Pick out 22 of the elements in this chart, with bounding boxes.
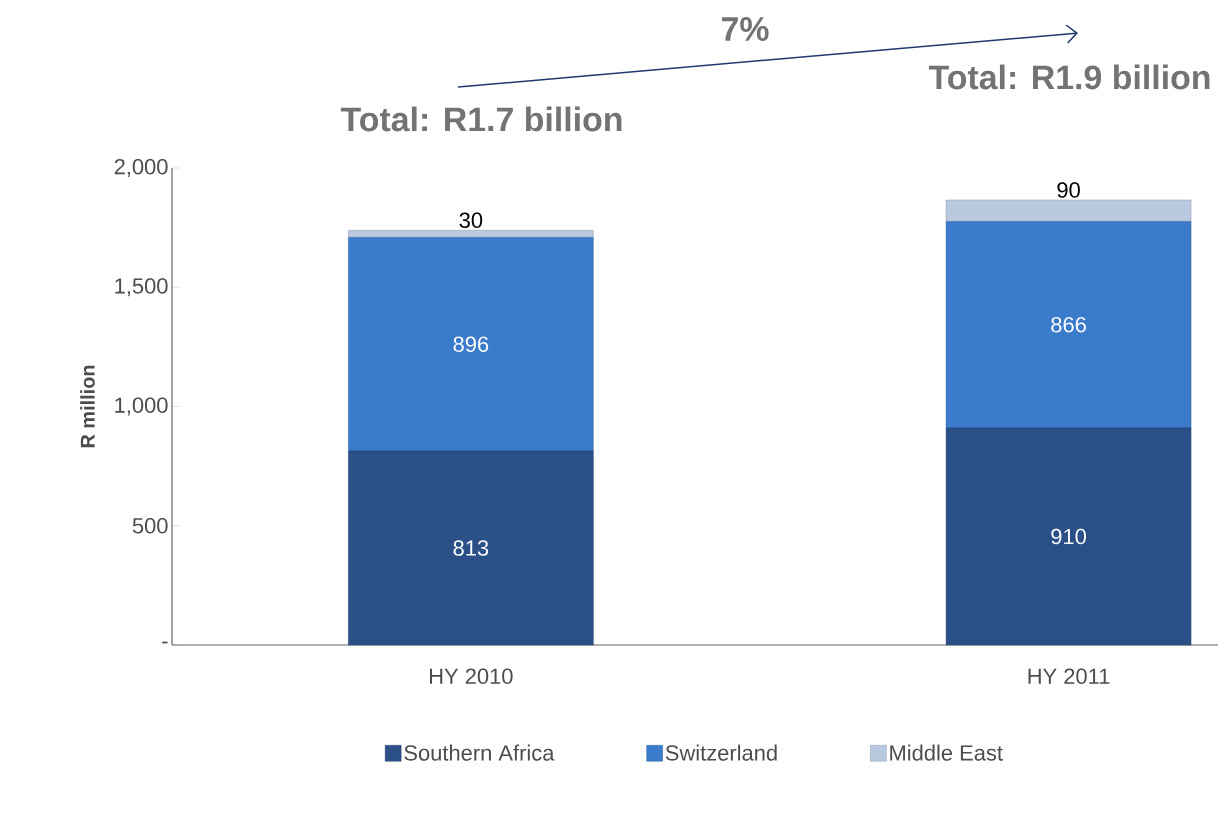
data-label: 813 bbox=[453, 540, 489, 556]
y-tick-label: 1,500 bbox=[115, 278, 168, 297]
y-axis-title: R million bbox=[80, 365, 95, 448]
data-label: 910 bbox=[1051, 528, 1086, 545]
data-label: 896 bbox=[453, 336, 489, 353]
y-tick-label: 500 bbox=[132, 517, 168, 534]
legend-label: Middle East bbox=[890, 744, 1003, 761]
data-label: 90 bbox=[1057, 182, 1080, 198]
legend-label: Switzerland bbox=[665, 744, 777, 761]
text: Total: R1.7 billion bbox=[340, 106, 622, 132]
data-label: 866 bbox=[1051, 316, 1086, 333]
legend-label: Southern Africa bbox=[404, 744, 555, 761]
bar bbox=[348, 230, 594, 238]
bar bbox=[945, 199, 1192, 222]
text: Total: R1.9 billion bbox=[928, 64, 1210, 90]
text: 7% bbox=[721, 17, 769, 41]
data-label: 30 bbox=[459, 212, 483, 229]
x-tick-label: HY 2010 bbox=[430, 668, 513, 685]
y-tick-label: 2,000 bbox=[114, 158, 168, 178]
y-tick-label: - bbox=[162, 641, 168, 644]
y-tick-label: 1,000 bbox=[115, 397, 168, 416]
x-tick-label: HY 2011 bbox=[1028, 668, 1110, 685]
